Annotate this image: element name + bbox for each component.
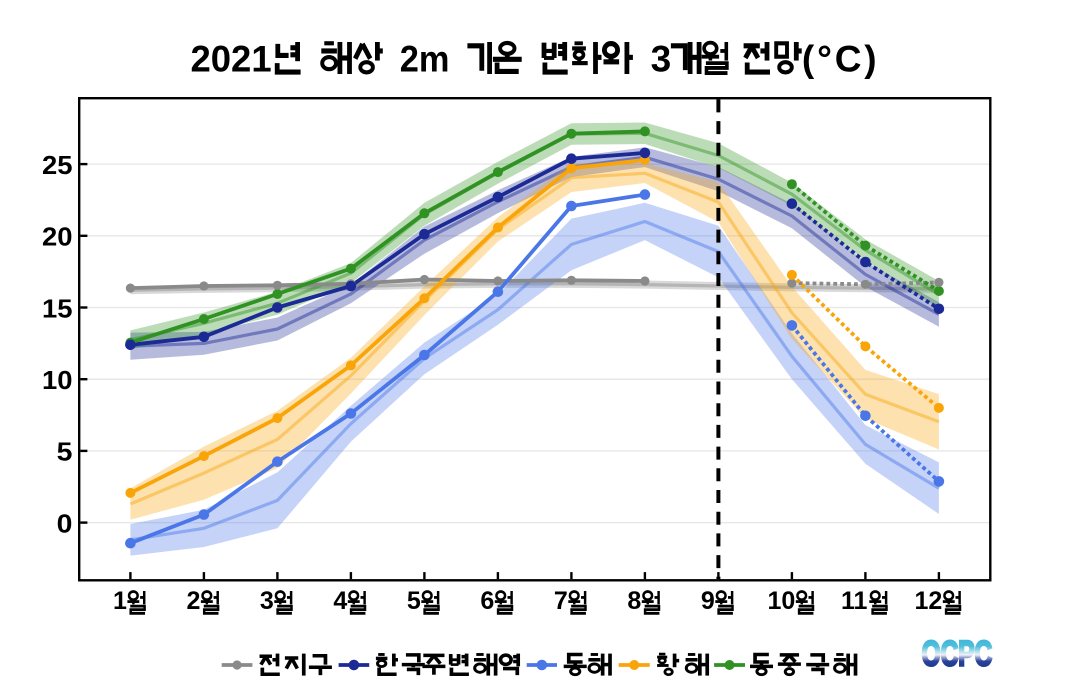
svg-text:5: 5 xyxy=(407,587,421,615)
svg-text:11: 11 xyxy=(841,587,868,615)
svg-text:OCPC: OCPC xyxy=(922,633,993,673)
svg-text:25: 25 xyxy=(42,150,73,180)
svg-text:3: 3 xyxy=(651,39,672,80)
svg-text:20: 20 xyxy=(42,222,73,252)
svg-text:2021: 2021 xyxy=(191,39,272,80)
svg-text:(°C): (°C) xyxy=(802,39,877,80)
svg-text:3: 3 xyxy=(260,587,274,615)
svg-text:10: 10 xyxy=(768,587,796,615)
svg-text:7: 7 xyxy=(554,587,568,615)
svg-text:10: 10 xyxy=(42,365,73,395)
svg-text:8: 8 xyxy=(627,587,641,615)
svg-text:9: 9 xyxy=(701,587,715,615)
svg-text:5: 5 xyxy=(57,437,73,467)
svg-text:4: 4 xyxy=(333,587,347,615)
svg-text:2: 2 xyxy=(187,587,201,615)
svg-text:12: 12 xyxy=(915,587,943,615)
svg-text:1: 1 xyxy=(113,587,127,615)
svg-text:6: 6 xyxy=(480,587,494,615)
svg-text:0: 0 xyxy=(57,508,73,538)
svg-text:15: 15 xyxy=(42,293,73,323)
svg-text:2m: 2m xyxy=(400,39,450,80)
